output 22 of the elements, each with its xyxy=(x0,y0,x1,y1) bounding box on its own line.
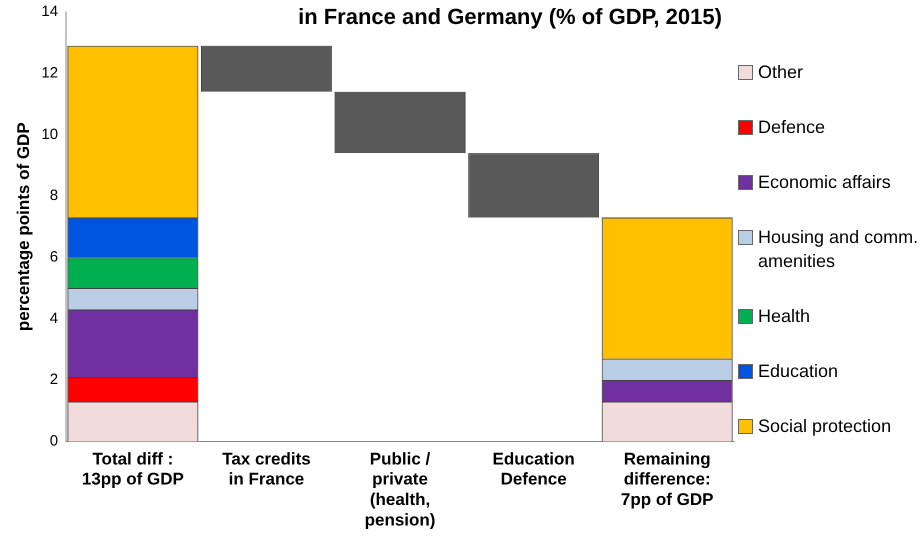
x-tick-label: Total diff : 13pp of GDP xyxy=(82,449,184,489)
y-tick-label: 2 xyxy=(50,371,58,388)
legend-label: Health xyxy=(758,305,810,328)
legend-label: Economic affairs xyxy=(758,171,891,194)
y-tick-label: 10 xyxy=(41,126,58,143)
x-tick-label: Remaining difference: 7pp of GDP xyxy=(620,449,714,510)
chart-title: in France and Germany (% of GDP, 2015) xyxy=(297,4,723,30)
legend-label: Education xyxy=(758,360,838,383)
legend-label: Other xyxy=(758,61,804,84)
legend-label: Housing and comm. amenities xyxy=(758,226,920,273)
x-tick-label: Public / private (health, pension) xyxy=(364,449,436,530)
y-tick-label: 4 xyxy=(50,310,58,327)
y-tick-label: 6 xyxy=(50,248,58,266)
y-tick-label: 12 xyxy=(41,64,58,82)
x-tick-label: Tax credits in France xyxy=(222,449,311,489)
x-tick-label: Education Defence xyxy=(492,449,575,489)
y-tick-label: 14 xyxy=(41,3,58,20)
y-tick-label: 8 xyxy=(50,187,58,204)
legend-label: Defence xyxy=(758,116,826,139)
y-axis-title: percentage points of GDP xyxy=(14,122,33,332)
y-tick-label: 0 xyxy=(50,432,58,450)
legend-label: Social protection xyxy=(758,415,892,438)
